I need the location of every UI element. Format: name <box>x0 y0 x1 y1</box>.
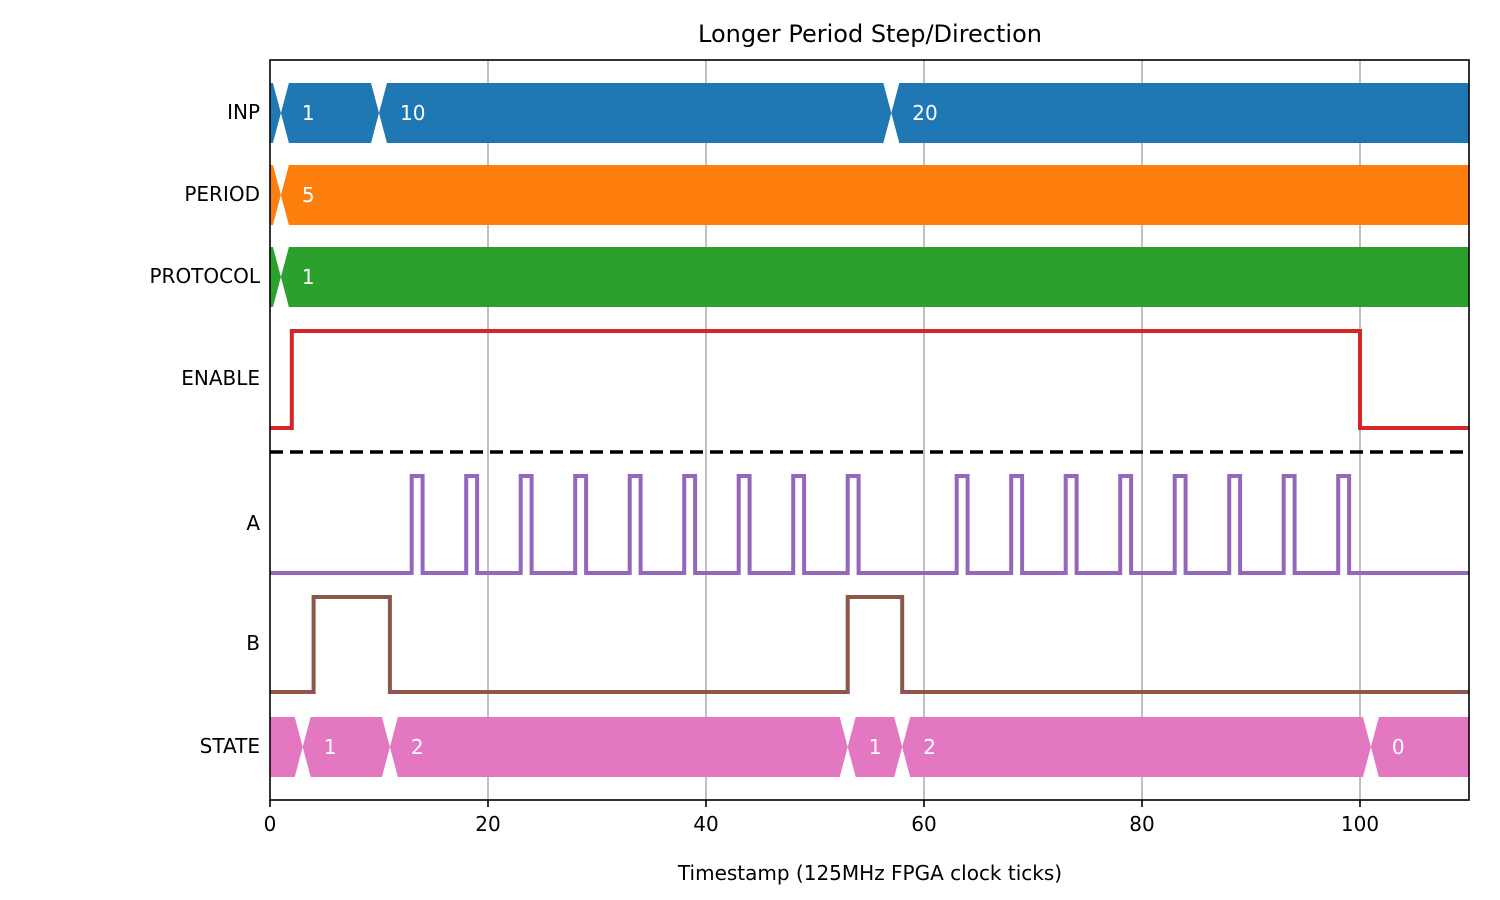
x-tick-label: 0 <box>264 812 277 836</box>
x-tick-label: 20 <box>475 812 500 836</box>
bus-value-label: 2 <box>923 735 936 759</box>
signal-label: B <box>246 631 260 655</box>
bus-value-label: 10 <box>400 101 425 125</box>
bus-value-label: 1 <box>302 265 315 289</box>
bus-segment <box>270 165 281 225</box>
signal-protocol: 1 <box>270 247 1469 307</box>
signal-label: ENABLE <box>181 366 260 390</box>
signal-label: PROTOCOL <box>149 264 260 288</box>
waveform-line <box>270 329 1469 430</box>
signal-label: PERIOD <box>184 182 260 206</box>
signal-label: STATE <box>200 734 260 758</box>
bus-segment <box>847 717 903 777</box>
signal-label: A <box>246 511 260 535</box>
bus-segment <box>389 717 848 777</box>
bus-value-label: 20 <box>912 101 937 125</box>
signal-period: 5 <box>270 165 1469 225</box>
signal-state: 1 2 1 2 0 <box>270 717 1469 777</box>
x-tick-label: 100 <box>1341 812 1379 836</box>
waveform-line <box>270 595 1469 694</box>
bus-segment <box>270 717 303 777</box>
bus-value-label: 1 <box>324 735 337 759</box>
bus-value-label: 0 <box>1392 735 1405 759</box>
bus-segment <box>891 83 1469 143</box>
bus-segment <box>270 83 281 143</box>
chart-title: Longer Period Step/Direction <box>698 20 1042 48</box>
signal-label: INP <box>227 100 260 124</box>
bus-value-label: 1 <box>302 101 315 125</box>
x-tick-label: 60 <box>911 812 936 836</box>
signal-inp: 1 10 20 <box>270 83 1469 143</box>
bus-segment <box>280 165 1469 225</box>
bus-segment <box>280 247 1469 307</box>
bus-value-label: 2 <box>411 735 424 759</box>
x-axis-label: Timestamp (125MHz FPGA clock ticks) <box>677 861 1062 885</box>
signal-enable <box>270 329 1469 430</box>
axes-frame <box>269 59 1470 801</box>
bus-segment <box>302 717 390 777</box>
signal-a <box>270 474 1469 575</box>
signal-b <box>270 595 1469 694</box>
bus-segment <box>280 83 379 143</box>
bus-value-label: 1 <box>869 735 882 759</box>
bus-segment <box>379 83 892 143</box>
bus-segment <box>270 247 281 307</box>
bus-segment <box>902 717 1371 777</box>
x-tick-label: 80 <box>1129 812 1154 836</box>
bus-segment <box>1370 717 1469 777</box>
bus-value-label: 5 <box>302 183 315 207</box>
waveform-line <box>270 474 1469 575</box>
x-tick-label: 40 <box>693 812 718 836</box>
